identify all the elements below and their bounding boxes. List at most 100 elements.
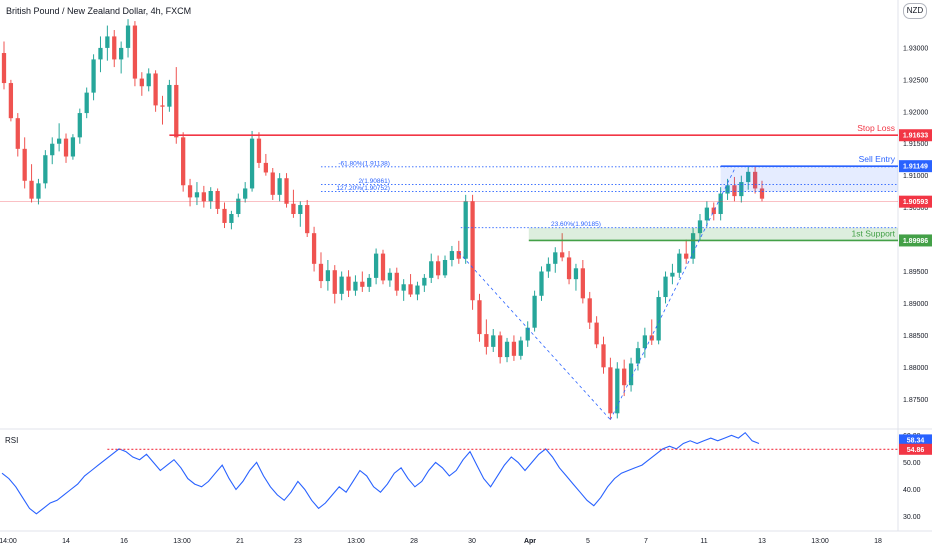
- candle: [181, 137, 186, 186]
- candle: [332, 270, 337, 294]
- candle: [429, 261, 434, 278]
- candle: [422, 277, 427, 286]
- candle: [615, 368, 620, 414]
- candle: [739, 182, 744, 197]
- price-tick-label: 1.89500: [903, 269, 928, 276]
- candle: [1, 53, 7, 84]
- rsi-value-tag: [899, 434, 932, 446]
- candle: [153, 73, 158, 106]
- price-tick-label: 1.89000: [903, 301, 928, 308]
- time-tick-label: 13:00: [811, 538, 829, 545]
- candle: [491, 335, 496, 347]
- candle: [752, 171, 758, 189]
- candle: [498, 335, 503, 358]
- candle: [70, 137, 76, 157]
- candle: [718, 193, 723, 214]
- stop-loss-label: Stop Loss: [857, 123, 895, 133]
- candle: [98, 47, 103, 60]
- candle: [601, 344, 606, 368]
- support-label: 1st Support: [852, 228, 896, 238]
- support-price-tag: [899, 234, 932, 247]
- candle: [194, 192, 200, 198]
- rsi-value-text: 58.34: [907, 437, 925, 444]
- stop-loss-price-text: 1.91633: [903, 133, 928, 140]
- currency-badge[interactable]: NZD: [903, 3, 927, 19]
- candle: [201, 192, 206, 202]
- candle: [394, 272, 399, 291]
- rsi-reference-text: 54.86: [907, 447, 925, 454]
- candle: [160, 105, 165, 107]
- candle: [553, 252, 558, 264]
- candle: [22, 148, 27, 181]
- rsi-line: [1, 431, 760, 515]
- candle: [43, 155, 48, 184]
- candle: [484, 334, 489, 347]
- candle: [677, 253, 682, 273]
- candle: [518, 340, 523, 356]
- candle: [704, 207, 710, 221]
- candle: [525, 327, 530, 341]
- candle: [697, 220, 703, 234]
- candle: [380, 253, 386, 281]
- price-tick-label: 1.87500: [903, 397, 928, 404]
- time-tick-label: 14:00: [0, 538, 17, 545]
- candle: [746, 171, 751, 183]
- candle: [573, 268, 579, 280]
- pattern-leg: [458, 252, 611, 420]
- time-tick-label: 11: [700, 538, 707, 545]
- pattern-leg: [610, 169, 735, 420]
- sell-entry-price-text: 1.91149: [903, 164, 928, 171]
- candle: [298, 205, 303, 214]
- price-tick-label: 1.88000: [903, 365, 928, 372]
- candle: [146, 73, 151, 87]
- candle: [594, 322, 599, 345]
- fib-label: -61.80%(1.91138): [338, 160, 390, 167]
- candle: [15, 118, 20, 149]
- time-tick-label: Apr: [524, 538, 536, 545]
- time-tick-label: 5: [586, 538, 590, 545]
- stop-loss-price-tag: [899, 129, 932, 142]
- time-tick-label: 7: [644, 538, 648, 545]
- rsi-tick-label: 40.00: [903, 487, 921, 494]
- candle: [642, 335, 647, 349]
- candle: [119, 47, 124, 60]
- candle: [77, 113, 82, 138]
- candle: [367, 277, 372, 287]
- candle: [401, 284, 406, 291]
- candle: [711, 207, 716, 214]
- candle: [387, 272, 393, 281]
- time-tick-label: 13:00: [173, 538, 191, 545]
- candle: [311, 233, 317, 264]
- candle: [690, 233, 696, 259]
- price-tick-label: 1.88500: [903, 333, 928, 340]
- candle: [504, 341, 510, 358]
- candle: [291, 203, 296, 214]
- rsi-tick-label: 50.00: [903, 460, 921, 467]
- candle: [566, 257, 572, 280]
- candle: [284, 178, 289, 204]
- sell-entry-price-tag: [899, 160, 932, 173]
- candle: [339, 276, 344, 294]
- candle: [732, 185, 737, 197]
- candle: [187, 185, 193, 198]
- candle: [346, 276, 351, 291]
- candle: [442, 259, 448, 276]
- candle: [587, 298, 592, 323]
- candle: [663, 276, 668, 298]
- candle: [511, 341, 517, 356]
- candle: [449, 251, 455, 260]
- sell-zone: [720, 166, 898, 192]
- fib-label: 2(1.90861): [358, 178, 389, 185]
- candle: [222, 208, 227, 223]
- candle: [532, 295, 537, 328]
- candle: [539, 271, 544, 296]
- candle: [56, 138, 62, 144]
- candle: [236, 198, 241, 214]
- candle: [277, 178, 282, 195]
- candle: [546, 263, 551, 272]
- candle: [470, 201, 475, 301]
- support-zone: [528, 227, 898, 241]
- support-price-text: 1.89986: [903, 238, 928, 245]
- candle: [263, 162, 268, 173]
